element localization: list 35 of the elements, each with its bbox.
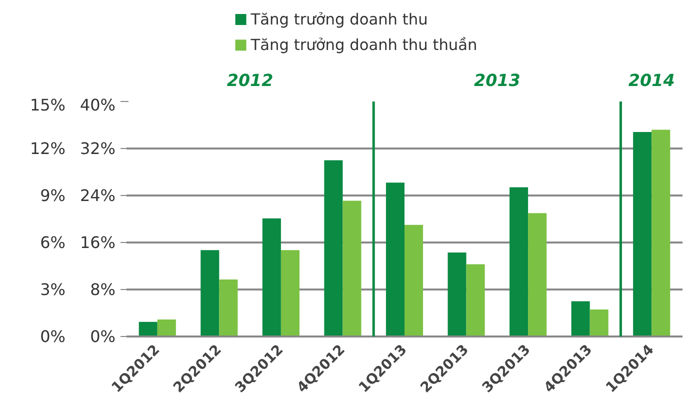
bar [200,250,220,336]
bar [528,213,547,336]
y-tick-label: 8% [90,280,116,299]
bar [342,200,362,336]
y2-tick-label: 0% [40,327,66,346]
y2-tick-label: 6% [40,233,66,252]
text: 2012 [226,71,274,90]
bar [571,301,590,336]
bar [590,309,608,336]
y-tick-label: 16% [80,233,116,252]
y-tick-label: 32% [80,139,116,158]
bar [466,264,485,336]
y-tick-label: 24% [80,186,116,205]
bar [386,182,404,336]
bar [510,187,528,336]
bar [404,224,424,336]
text: 2013 [474,71,520,90]
bar [633,132,652,336]
bar [157,319,176,336]
y2-tick-label: 15% [30,96,66,114]
bar [652,130,670,336]
text: 2014 [628,71,675,90]
y2-tick-label: 12% [30,139,66,158]
bar [138,322,158,336]
bar [324,160,343,336]
y2-tick-label: 9% [40,186,66,205]
legend-label: Tăng trưởng doanh thu thuần [250,36,478,54]
bar [262,218,281,336]
y-tick-label: 0% [90,327,116,346]
bar [448,252,466,336]
bar [219,280,238,336]
y-tick-label: 40% [80,96,116,114]
bar [280,250,300,336]
legend-label: Tăng trưởng doanh thu [250,10,428,28]
y2-tick-label: 3% [40,280,66,299]
